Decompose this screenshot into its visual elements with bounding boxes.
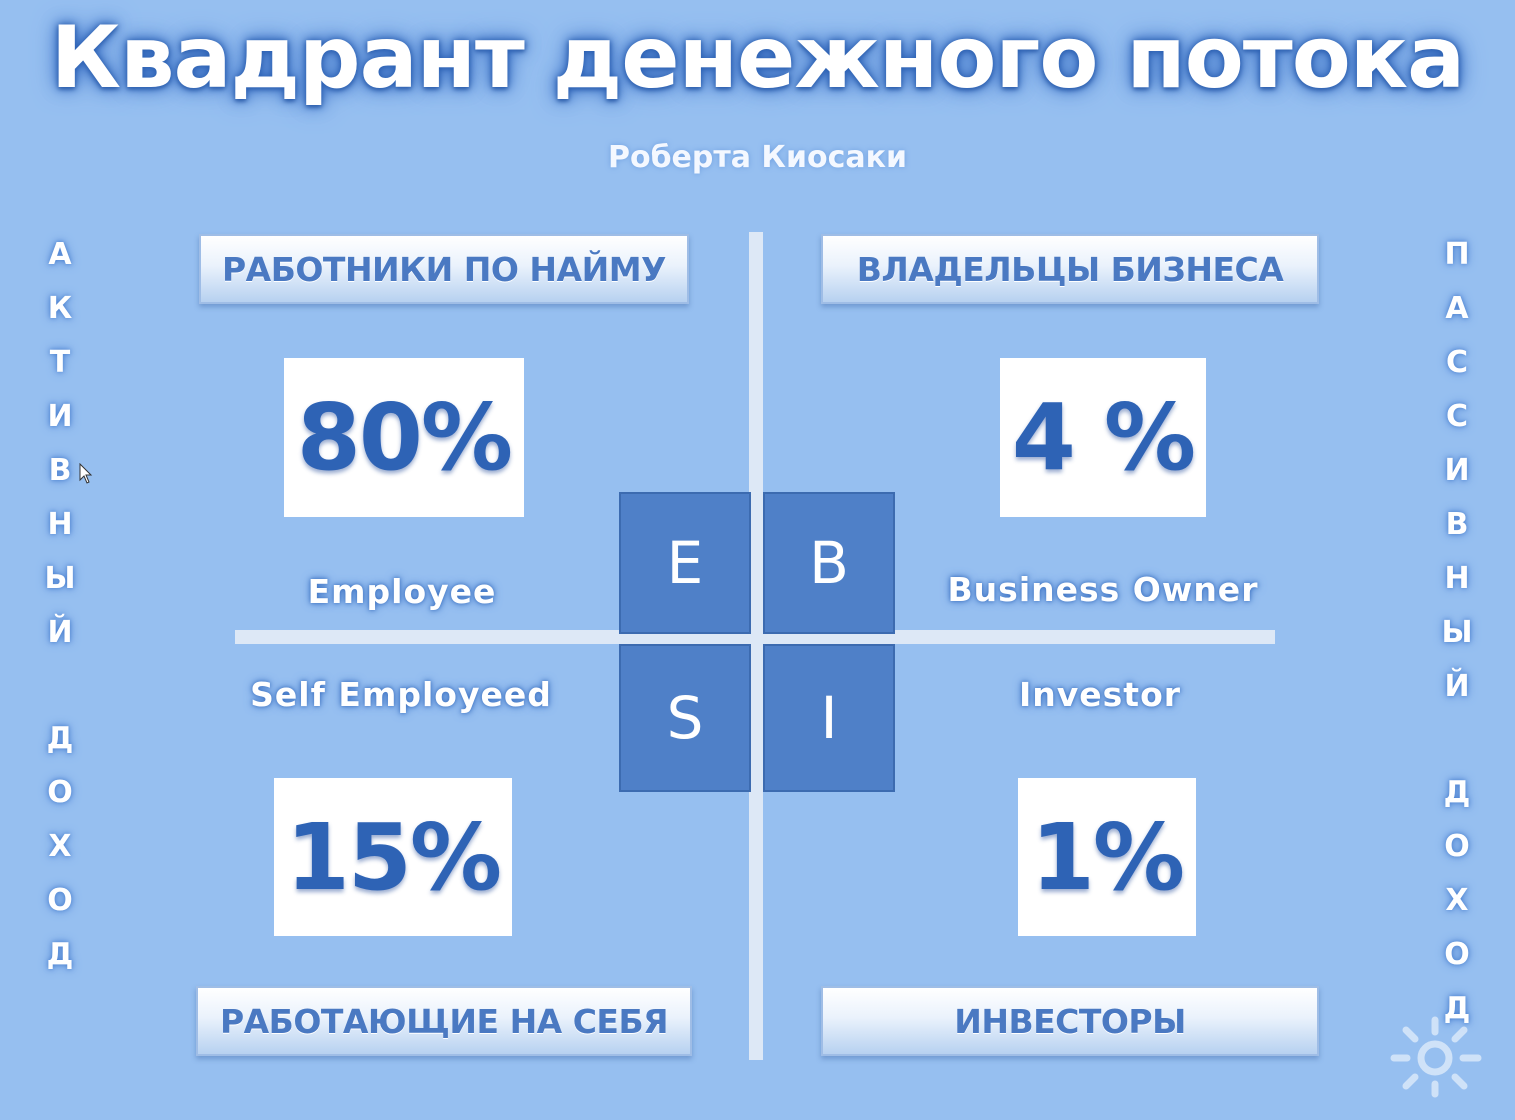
side-letter: Й (1444, 669, 1470, 704)
banner-investors: ИНВЕСТОРЫ (821, 986, 1319, 1056)
mouse-pointer-icon (79, 463, 93, 484)
letter-box-b: B (763, 492, 895, 634)
side-letter: Ы (1441, 615, 1473, 650)
side-letter: Д (1443, 775, 1471, 810)
banner-employees: РАБОТНИКИ ПО НАЙМУ (199, 234, 689, 304)
side-letter: В (1445, 507, 1469, 542)
side-letter: Ы (44, 561, 76, 596)
side-letter: О (47, 883, 73, 918)
side-letter: О (1444, 829, 1470, 864)
side-letter: Й (47, 615, 73, 650)
side-letter: А (48, 237, 72, 272)
percent-business-owner: 4 % (1000, 358, 1206, 517)
passive-income-label: П А С С И В Н Ы Й Д О Х О Д (1433, 228, 1481, 1036)
side-letter: И (47, 399, 73, 434)
side-letter: Н (47, 507, 73, 542)
side-letter: О (47, 775, 73, 810)
banner-business-owners: ВЛАДЕЛЬЦЫ БИЗНЕСА (821, 234, 1319, 304)
vertical-divider (749, 232, 763, 1060)
side-letter: Д (1443, 991, 1471, 1026)
percent-self-employed: 15% (274, 778, 512, 936)
side-letter: Д (46, 721, 74, 756)
letter-box-e: E (619, 492, 751, 634)
percent-employee: 80% (284, 358, 524, 517)
side-letter: С (1445, 399, 1469, 434)
letter-box-i: I (763, 644, 895, 792)
side-letter: Х (1445, 883, 1469, 918)
side-letter: Т (49, 345, 71, 380)
side-letter: А (1445, 291, 1469, 326)
side-letter: К (47, 291, 73, 326)
quadrant-name-employee: Employee (307, 572, 497, 611)
side-letter: С (1445, 345, 1469, 380)
side-letter: Н (1444, 561, 1470, 596)
side-letter: Х (48, 829, 72, 864)
sun-logo-icon (1390, 1016, 1482, 1098)
active-income-label: А К Т И В Н Ы Й Д О Х О Д (36, 228, 84, 982)
slide-subtitle: Роберта Киосаки (607, 140, 907, 175)
banner-self-employed: РАБОТАЮЩИЕ НА СЕБЯ (196, 986, 692, 1056)
side-letter: И (1444, 453, 1470, 488)
side-letter: О (1444, 937, 1470, 972)
percent-investor: 1% (1018, 778, 1196, 936)
letter-box-s: S (619, 644, 751, 792)
quadrant-name-investor: Investor (1018, 675, 1182, 714)
quadrant-name-self-employed: Self Employeed (250, 675, 552, 714)
side-letter: Д (46, 937, 74, 972)
horizontal-divider (235, 630, 1275, 644)
side-letter: В (48, 453, 72, 488)
quadrant-name-business-owner: Business Owner (947, 570, 1259, 609)
slide-title: Квадрант денежного потока (50, 8, 1465, 108)
side-letter: П (1444, 237, 1470, 272)
